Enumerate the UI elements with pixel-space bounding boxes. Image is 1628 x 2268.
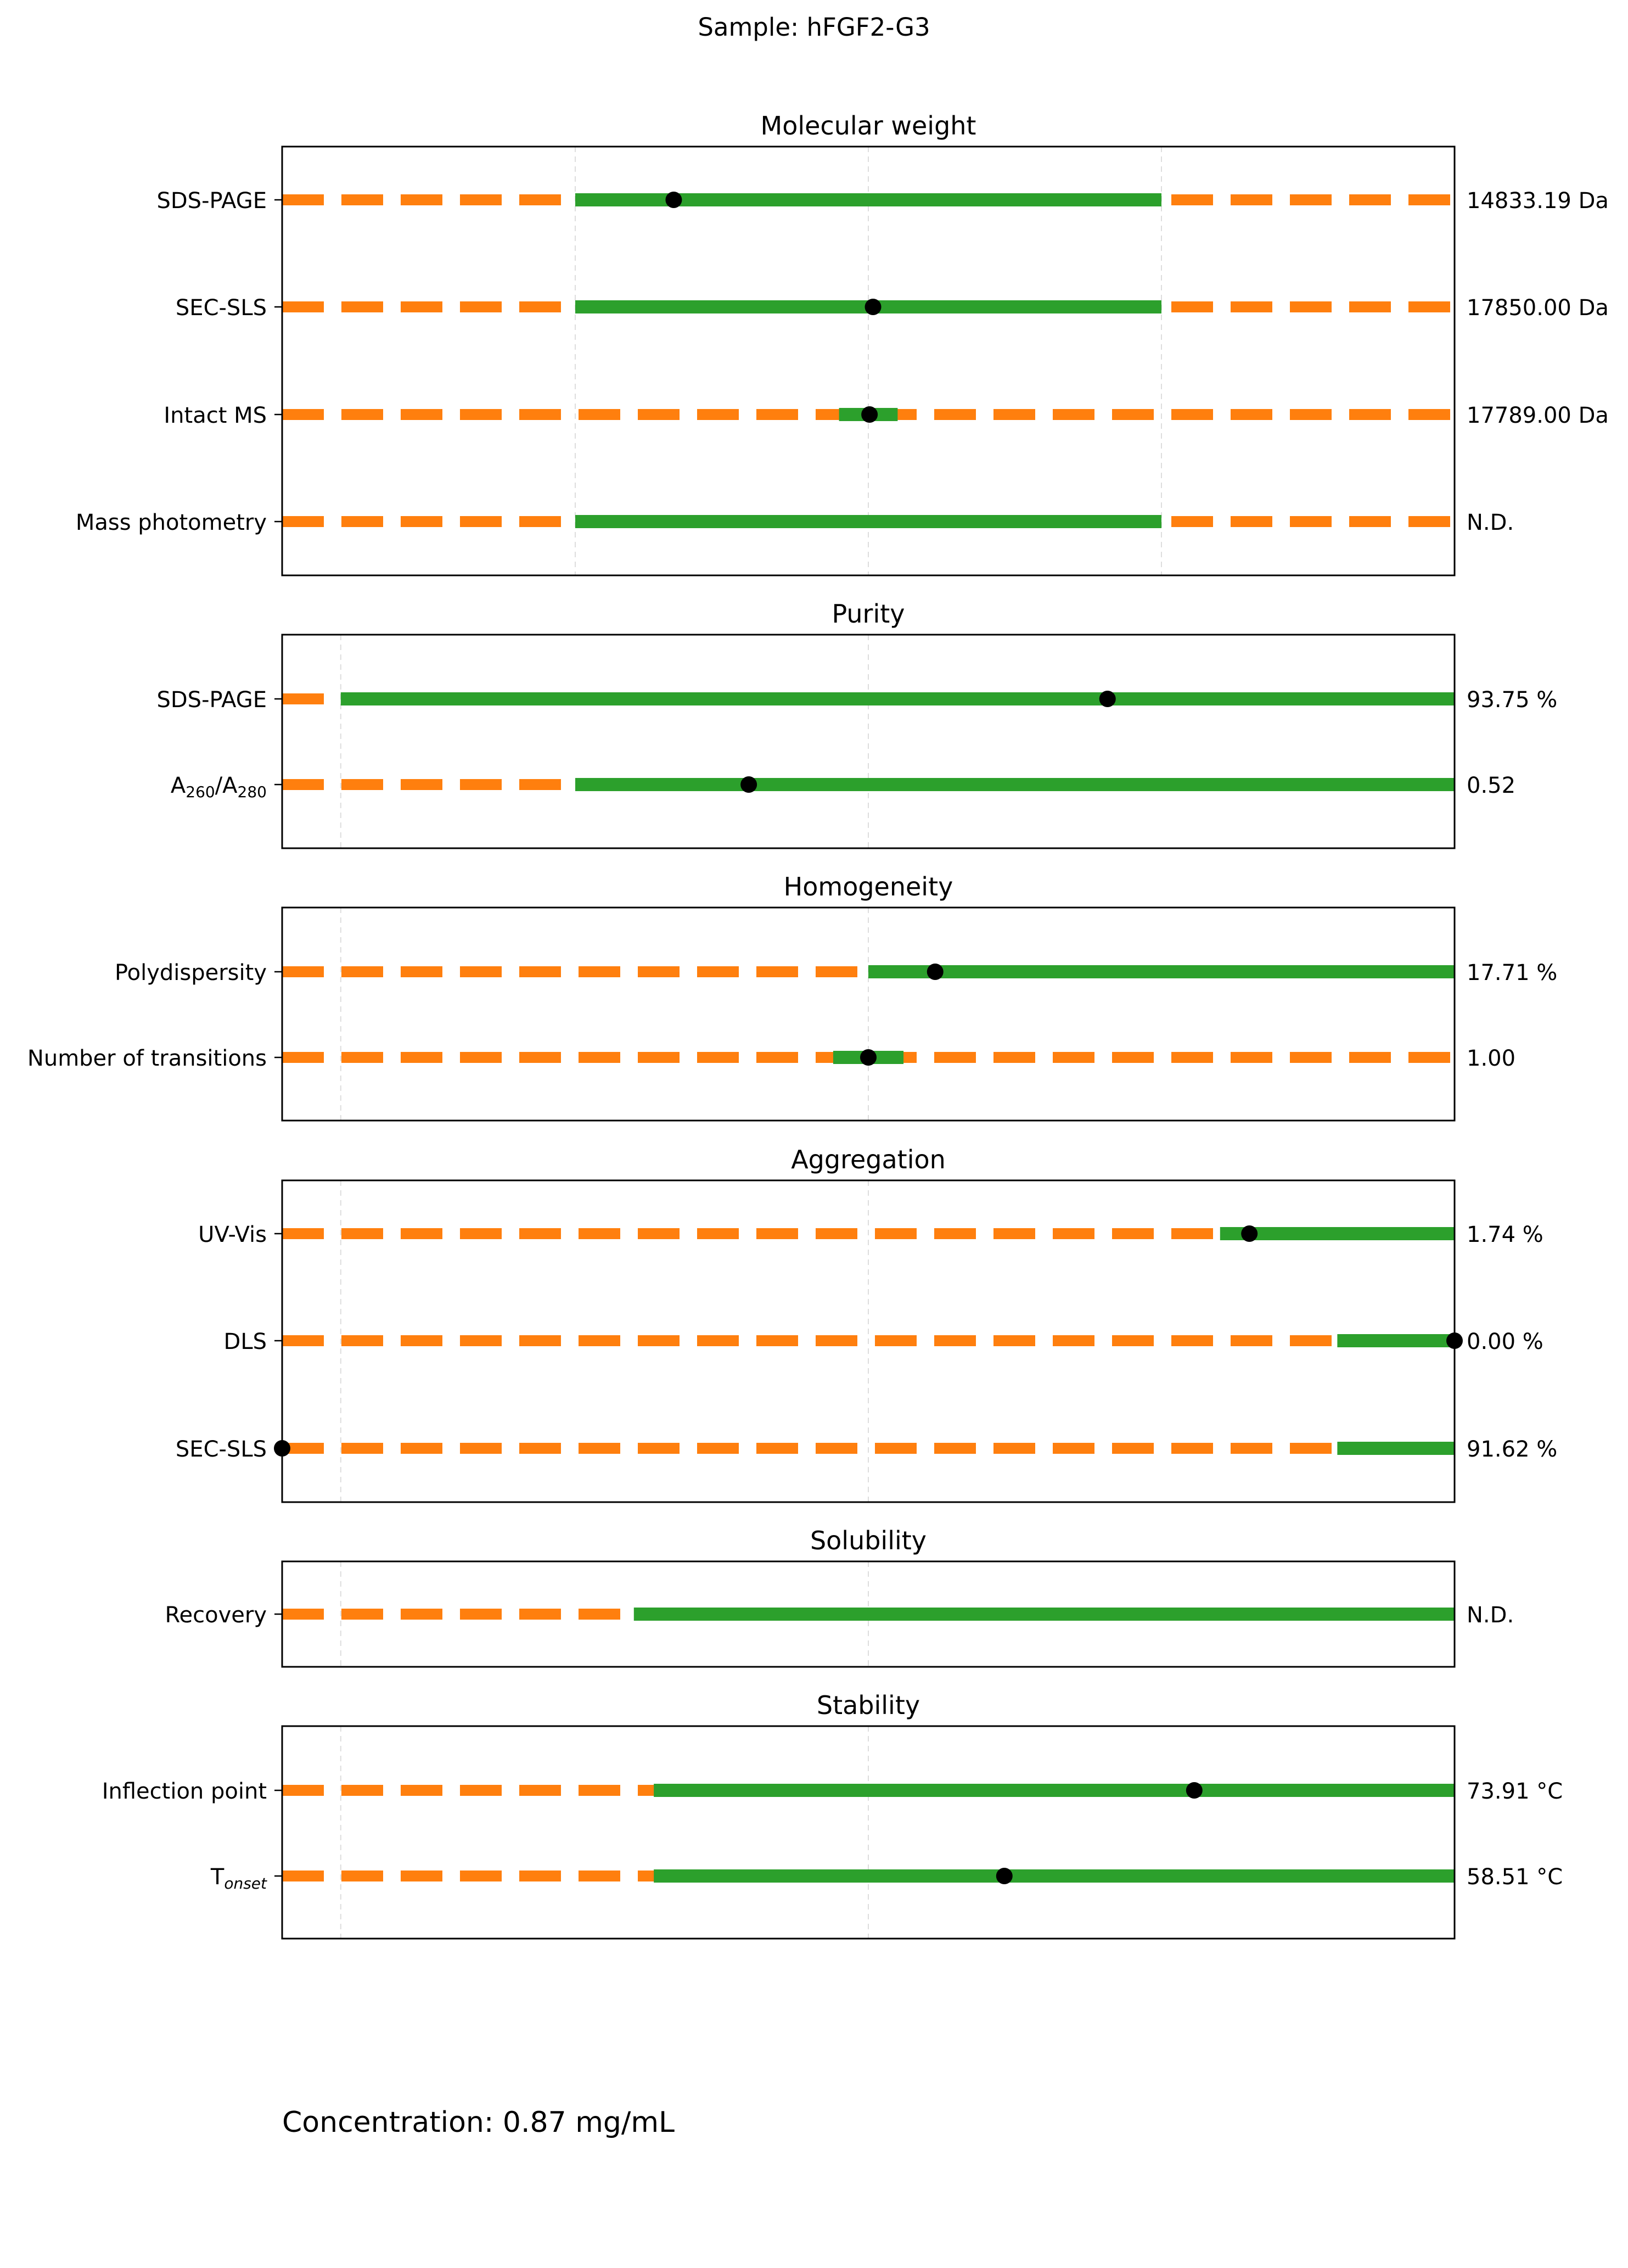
panel-frame bbox=[281, 906, 1456, 1122]
panel-frame bbox=[281, 634, 1456, 849]
value-annotation: 0.00 % bbox=[1467, 1329, 1543, 1354]
panel-frame bbox=[281, 1725, 1456, 1940]
row-2: Intact MS 17789.00 Da bbox=[164, 403, 1609, 428]
row-0: Polydispersity 17.71 % bbox=[115, 960, 1557, 985]
row-label: UV-Vis bbox=[198, 1222, 267, 1247]
panels-group: Molecular weight SDS-PAGE 14833.19 Da SEC-S… bbox=[27, 111, 1609, 1940]
row-1: Tonset 58.51 °C bbox=[210, 1864, 1563, 1892]
row-0: SDS-PAGE 93.75 % bbox=[156, 687, 1557, 713]
row-label: A260/A280 bbox=[171, 773, 267, 801]
value-annotation: 93.75 % bbox=[1467, 687, 1557, 713]
value-marker bbox=[864, 299, 882, 315]
row-0: Recovery N.D. bbox=[165, 1603, 1514, 1628]
row-label: Recovery bbox=[165, 1603, 267, 1628]
row-1: DLS 0.00 % bbox=[224, 1329, 1543, 1354]
row-0: UV-Vis 1.74 % bbox=[198, 1222, 1543, 1247]
value-annotation: N.D. bbox=[1467, 1603, 1514, 1628]
panel-frame bbox=[281, 1560, 1456, 1668]
panel-title: Molecular weight bbox=[761, 111, 976, 141]
panel-frame bbox=[281, 145, 1456, 576]
panel-title: Purity bbox=[832, 599, 905, 629]
panel-title: Stability bbox=[817, 1690, 920, 1720]
row-label: Intact MS bbox=[164, 403, 267, 428]
value-annotation: 1.74 % bbox=[1467, 1222, 1543, 1247]
row-0: SDS-PAGE 14833.19 Da bbox=[156, 188, 1608, 214]
panel-solubility: Solubility Recovery N.D. bbox=[165, 1526, 1514, 1668]
row-0: Inflection point 73.91 °C bbox=[102, 1779, 1563, 1804]
panel-title: Homogeneity bbox=[784, 872, 953, 901]
value-marker bbox=[927, 964, 944, 980]
value-annotation: 17789.00 Da bbox=[1467, 403, 1609, 428]
value-marker bbox=[860, 1049, 877, 1066]
row-label: Mass photometry bbox=[76, 510, 267, 535]
value-marker bbox=[1241, 1225, 1258, 1242]
row-1: Number of transitions 1.00 bbox=[27, 1046, 1515, 1071]
row-2: SEC-SLS 91.62 % bbox=[176, 1437, 1557, 1462]
value-annotation: 91.62 % bbox=[1467, 1437, 1557, 1462]
panel-homogeneity: Homogeneity Polydispersity 17.71 % Number o… bbox=[27, 872, 1557, 1122]
panel-stability: Stability Inflection point 73.91 °C Tonset 5… bbox=[102, 1690, 1563, 1940]
panel-title: Aggregation bbox=[791, 1145, 946, 1174]
value-annotation: 17850.00 Da bbox=[1467, 295, 1609, 321]
row-label: Polydispersity bbox=[115, 960, 267, 985]
value-marker bbox=[996, 1868, 1013, 1884]
value-annotation: 1.00 bbox=[1467, 1046, 1515, 1071]
panel-title: Solubility bbox=[810, 1526, 927, 1555]
value-marker bbox=[665, 192, 682, 208]
row-label: DLS bbox=[224, 1329, 267, 1354]
value-annotation: N.D. bbox=[1467, 510, 1514, 535]
row-label: Number of transitions bbox=[27, 1046, 267, 1071]
value-marker bbox=[861, 406, 878, 423]
panel-frame bbox=[281, 1179, 1456, 1503]
value-annotation: 0.52 bbox=[1467, 773, 1515, 798]
value-marker bbox=[1099, 691, 1116, 707]
value-annotation: 14833.19 Da bbox=[1467, 188, 1609, 214]
row-1: SEC-SLS 17850.00 Da bbox=[176, 295, 1609, 321]
row-3: Mass photometry N.D. bbox=[76, 510, 1514, 535]
row-label: SDS-PAGE bbox=[156, 687, 267, 713]
row-label: Inflection point bbox=[102, 1779, 267, 1804]
row-label: Tonset bbox=[210, 1864, 267, 1892]
value-annotation: 17.71 % bbox=[1467, 960, 1557, 985]
panel-aggregation: Aggregation UV-Vis 1.74 % DLS 0.00 % SEC-SLS 9… bbox=[176, 1145, 1557, 1503]
sample-title: Sample: hFGF2-G3 bbox=[698, 13, 930, 42]
panel-molecular-weight: Molecular weight SDS-PAGE 14833.19 Da SEC-S… bbox=[76, 111, 1609, 576]
panel-purity: Purity SDS-PAGE 93.75 % A260/A280 0.52 bbox=[156, 599, 1557, 849]
row-label: SEC-SLS bbox=[176, 1437, 267, 1462]
value-annotation: 58.51 °C bbox=[1467, 1864, 1563, 1890]
row-label: SEC-SLS bbox=[176, 295, 267, 321]
value-annotation: 73.91 °C bbox=[1467, 1779, 1563, 1804]
row-label: SDS-PAGE bbox=[156, 188, 267, 214]
value-marker bbox=[1186, 1782, 1203, 1799]
concentration-text: Concentration: 0.87 mg/mL bbox=[282, 2106, 675, 2139]
value-marker bbox=[740, 776, 757, 793]
row-1: A260/A280 0.52 bbox=[171, 773, 1515, 801]
